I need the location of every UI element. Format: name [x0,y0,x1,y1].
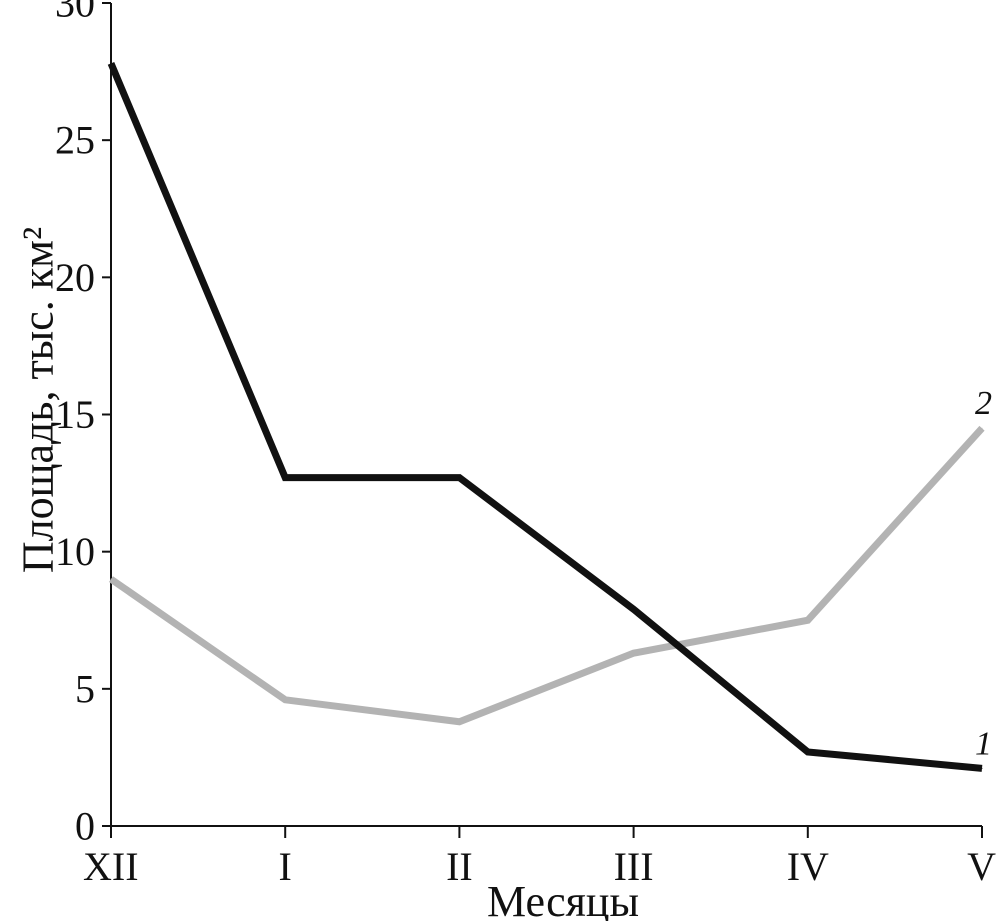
y-tick-label: 0 [75,804,95,849]
y-tick-label: 30 [55,0,95,26]
y-tick-label: 15 [55,392,95,437]
series-2-label: 2 [975,385,992,422]
series-2-line [109,425,985,726]
series-1-point [981,767,983,769]
x-axis-ticks: XII I II III IV V [83,826,996,889]
series-2-point [110,578,112,580]
series-1-point [807,751,809,753]
y-tick-label: 25 [55,118,95,163]
y-tick-label: 10 [55,529,95,574]
series-1-point [633,608,635,610]
y-axis-title: Площадь, тыс. км² [14,227,63,573]
x-tick-label: XII [83,844,139,889]
series-2-point [633,652,635,654]
x-tick-label: III [614,844,654,889]
axes [110,3,982,827]
series-layer: 21 [107,61,992,772]
series-1-line [107,61,983,772]
x-axis-title: Месяцы [487,877,639,921]
series-1-label: 1 [975,725,992,762]
y-tick-label: 5 [75,666,95,711]
series-2-point [458,721,460,723]
x-tick-label: II [446,844,473,889]
series-2-point [807,619,809,621]
series-1-point [284,477,286,479]
series-2-point [981,427,983,429]
series-1-point [110,62,112,64]
x-tick-label: V [967,844,996,889]
series-1-point [458,477,460,479]
x-tick-label: IV [787,844,829,889]
y-tick-label: 20 [55,255,95,300]
series-2-point [284,699,286,701]
y-axis-ticks: 0 5 10 15 20 25 30 [55,0,111,849]
x-tick-label: I [279,844,292,889]
